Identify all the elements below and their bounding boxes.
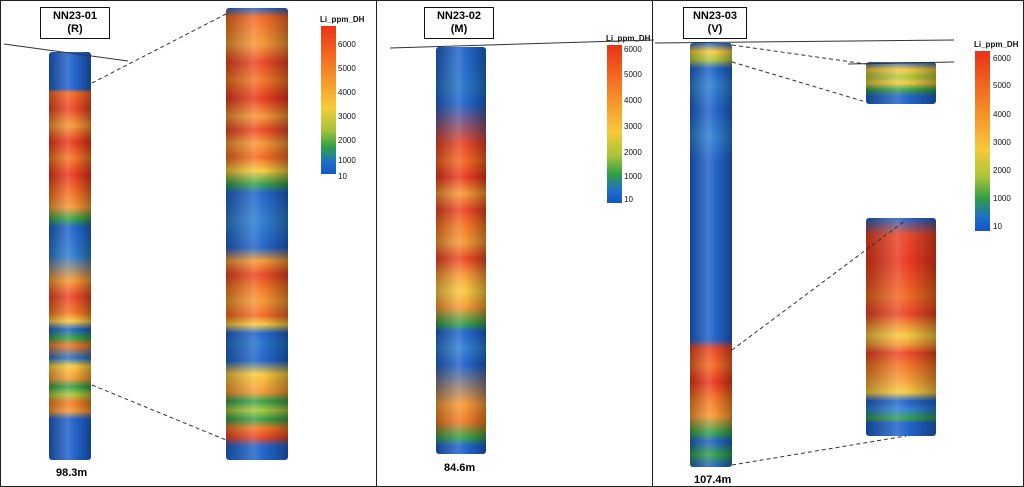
scale-tick: 2000 (338, 136, 356, 145)
scale-tick: 2000 (624, 148, 642, 157)
scale-tick: 6000 (338, 40, 356, 49)
scale-title: Li_ppm_DH (320, 15, 365, 24)
drillhole-core-nn23-02 (436, 47, 486, 454)
scale-tick: 10 (993, 222, 1002, 231)
scale-tick: 3000 (624, 122, 642, 131)
scale-tick: 6000 (624, 45, 642, 54)
scale-tick: 4000 (993, 110, 1011, 119)
hole-id: NN23-01 (52, 10, 98, 22)
scale-tick: 3000 (993, 138, 1011, 147)
hole-id: NN23-02 (436, 10, 482, 22)
zoom-connector (731, 61, 867, 103)
ground-surface-line (389, 39, 655, 49)
hole-label-nn23-01: NN23-01 (R) (40, 7, 110, 39)
zoom-connector (91, 384, 227, 441)
ground-surface-line (654, 39, 955, 44)
panel-divider-1 (376, 0, 377, 487)
scale-title: Li_ppm_DH (606, 34, 651, 43)
scale-tick: 5000 (624, 70, 642, 79)
depth-label-nn23-03: 107.4m (694, 474, 732, 486)
panel-divider-2 (652, 0, 653, 487)
scale-tick: 2000 (993, 166, 1011, 175)
hole-id: NN23-03 (692, 10, 738, 22)
ground-surface-line (3, 43, 129, 62)
scale-tick: 5000 (993, 81, 1011, 90)
hole-subtitle: (V) (707, 23, 723, 35)
zoom-connector (91, 13, 227, 84)
drillhole-core-detail-nn23-01 (226, 8, 288, 460)
drillhole-core-nn23-01 (49, 52, 91, 460)
scale-tick: 3000 (338, 112, 356, 121)
scale-tick: 6000 (993, 54, 1011, 63)
scale-tick: 1000 (624, 172, 642, 181)
hole-label-nn23-02: NN23-02 (M) (424, 7, 494, 39)
scale-tick: 5000 (338, 64, 356, 73)
zoom-connector (731, 219, 907, 351)
zoom-connector (731, 44, 867, 65)
scale-gradient-bar (321, 26, 336, 174)
scale-tick: 1000 (338, 156, 356, 165)
drillhole-core-detail-top-nn23-03 (866, 62, 936, 104)
scale-tick: 10 (338, 172, 347, 181)
scale-title: Li_ppm_DH (974, 40, 1019, 49)
drillhole-core-detail-bottom-nn23-03 (866, 218, 936, 436)
scale-tick: 4000 (624, 96, 642, 105)
drillhole-core-nn23-03 (690, 43, 732, 467)
scale-tick: 1000 (993, 194, 1011, 203)
scale-tick: 10 (624, 195, 633, 204)
scale-tick: 4000 (338, 88, 356, 97)
scale-gradient-bar (607, 45, 622, 203)
hole-label-nn23-03: NN23-03 (V) (683, 7, 747, 39)
scale-gradient-bar (975, 51, 990, 231)
hole-subtitle: (M) (450, 23, 468, 35)
depth-label-nn23-02: 84.6m (444, 462, 476, 474)
zoom-connector (731, 435, 907, 466)
depth-label-nn23-01: 98.3m (56, 467, 88, 479)
hole-subtitle: (R) (67, 23, 83, 35)
